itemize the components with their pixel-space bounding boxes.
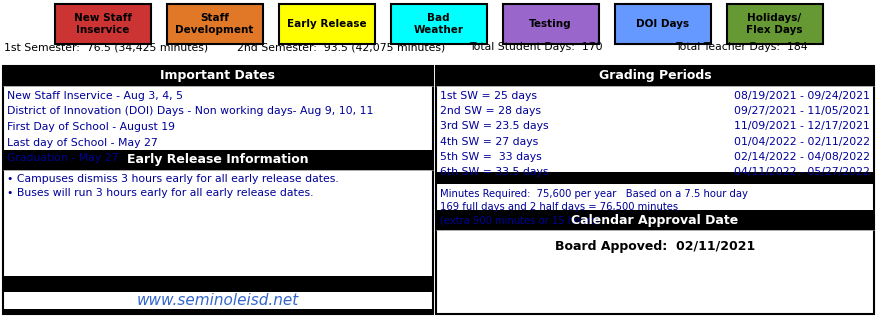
FancyBboxPatch shape xyxy=(279,4,374,44)
FancyBboxPatch shape xyxy=(615,4,710,44)
FancyBboxPatch shape xyxy=(3,149,433,169)
FancyBboxPatch shape xyxy=(726,4,823,44)
Text: 2nd SW = 28 days: 2nd SW = 28 days xyxy=(440,106,541,116)
Text: DOI Days: DOI Days xyxy=(636,19,689,29)
Text: 11/09/2021 - 12/17/2021: 11/09/2021 - 12/17/2021 xyxy=(734,121,870,131)
Text: • Campuses dismiss 3 hours early for all early release dates.: • Campuses dismiss 3 hours early for all… xyxy=(7,175,339,184)
FancyBboxPatch shape xyxy=(3,66,433,314)
Text: www.seminoleisd.net: www.seminoleisd.net xyxy=(137,293,299,308)
Text: (extra 900 minutes or 15 hours): (extra 900 minutes or 15 hours) xyxy=(440,215,600,225)
FancyBboxPatch shape xyxy=(3,276,433,292)
Text: 09/27/2021 - 11/05/2021: 09/27/2021 - 11/05/2021 xyxy=(734,106,870,116)
Text: 6th SW = 33.5 days: 6th SW = 33.5 days xyxy=(440,167,548,177)
Text: New Staff
Inservice: New Staff Inservice xyxy=(74,13,132,35)
Text: Grading Periods: Grading Periods xyxy=(599,70,711,82)
FancyBboxPatch shape xyxy=(3,309,433,314)
FancyBboxPatch shape xyxy=(3,66,433,86)
Text: 5th SW =  33 days: 5th SW = 33 days xyxy=(440,152,542,162)
Text: Board Appoved:  02/11/2021: Board Appoved: 02/11/2021 xyxy=(555,240,755,253)
Text: 169 full days and 2 half days = 76,500 minutes: 169 full days and 2 half days = 76,500 m… xyxy=(440,202,678,212)
FancyBboxPatch shape xyxy=(503,4,598,44)
Text: Bad
Weather: Bad Weather xyxy=(413,13,464,35)
Text: District of Innovation (DOI) Days - Non working days- Aug 9, 10, 11: District of Innovation (DOI) Days - Non … xyxy=(7,107,374,116)
Text: First Day of School - August 19: First Day of School - August 19 xyxy=(7,122,175,132)
FancyBboxPatch shape xyxy=(436,66,874,86)
Text: Last day of School - May 27: Last day of School - May 27 xyxy=(7,137,158,148)
Text: • Buses will run 3 hours early for all early release dates.: • Buses will run 3 hours early for all e… xyxy=(7,189,313,198)
Text: Graduation - May 27: Graduation - May 27 xyxy=(7,153,118,163)
Text: 08/19/2021 - 09/24/2021: 08/19/2021 - 09/24/2021 xyxy=(734,91,870,101)
FancyBboxPatch shape xyxy=(390,4,487,44)
FancyBboxPatch shape xyxy=(54,4,151,44)
Text: 2nd Semester:  93.5 (42,075 minutes): 2nd Semester: 93.5 (42,075 minutes) xyxy=(237,42,445,52)
Text: Important Dates: Important Dates xyxy=(160,70,275,82)
Text: Early Release: Early Release xyxy=(287,19,367,29)
Text: Total Student Days:  170: Total Student Days: 170 xyxy=(469,42,602,52)
Text: 02/14/2022 - 04/08/2022: 02/14/2022 - 04/08/2022 xyxy=(734,152,870,162)
Text: Testing: Testing xyxy=(529,19,572,29)
Text: New Staff Inservice - Aug 3, 4, 5: New Staff Inservice - Aug 3, 4, 5 xyxy=(7,91,183,101)
Text: 4th SW = 27 days: 4th SW = 27 days xyxy=(440,137,538,147)
FancyBboxPatch shape xyxy=(436,66,874,314)
FancyBboxPatch shape xyxy=(167,4,262,44)
FancyBboxPatch shape xyxy=(436,210,874,230)
Text: 1st Semester:  76.5 (34,425 minutes): 1st Semester: 76.5 (34,425 minutes) xyxy=(4,42,209,52)
Text: Early Release Information: Early Release Information xyxy=(127,153,309,166)
Text: 3rd SW = 23.5 days: 3rd SW = 23.5 days xyxy=(440,121,549,131)
Text: Holidays/
Flex Days: Holidays/ Flex Days xyxy=(746,13,802,35)
Text: Minutes Required:  75,600 per year   Based on a 7.5 hour day: Minutes Required: 75,600 per year Based … xyxy=(440,189,748,199)
FancyBboxPatch shape xyxy=(436,172,874,184)
Text: 01/04/2022 - 02/11/2022: 01/04/2022 - 02/11/2022 xyxy=(734,137,870,147)
Text: 1st SW = 25 days: 1st SW = 25 days xyxy=(440,91,537,101)
Text: Calendar Approval Date: Calendar Approval Date xyxy=(572,214,738,227)
Text: Staff
Development: Staff Development xyxy=(175,13,253,35)
Text: 04/11/2022 - 05/27/2022: 04/11/2022 - 05/27/2022 xyxy=(734,167,870,177)
Text: Total Teacher Days:  184: Total Teacher Days: 184 xyxy=(675,42,808,52)
